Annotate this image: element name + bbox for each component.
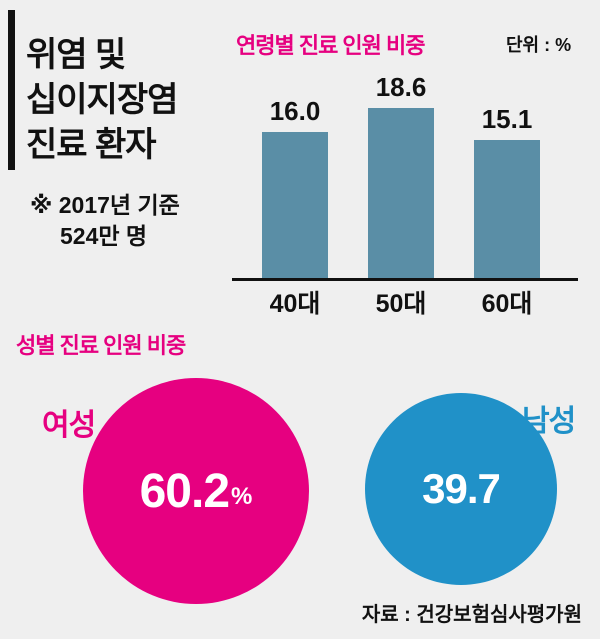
bar-chart-title: 연령별 진료 인원 비중 (236, 33, 425, 58)
bar-60s (474, 140, 540, 278)
bar-value-label-50s: 18.6 (375, 72, 427, 102)
source-credit: 자료 : 건강보험심사평가원 (361, 604, 582, 626)
x-axis-label-60s: 60대 (481, 290, 533, 318)
reference-note-line-1: ※ 2017년 기준 (30, 192, 180, 218)
female-percent-sign: % (231, 483, 253, 510)
page-title-line-3: 진료 환자 (26, 125, 157, 164)
bar-40s (262, 131, 328, 278)
x-axis-label-40s: 40대 (269, 290, 321, 318)
page-title: 위염 및 십이지장염 진료 환자 (26, 33, 178, 168)
page-title-line-2: 십이지장염 (26, 80, 178, 119)
reference-note: ※ 2017년 기준 524만 명 (30, 190, 180, 252)
male-circle: 39.7 (365, 393, 557, 585)
bar-group-50s: 18.6 (368, 72, 434, 278)
left-accent-bar (8, 10, 15, 170)
bar-value-label-60s: 15.1 (481, 104, 533, 134)
bar-chart-unit-label: 단위 : % (506, 35, 572, 55)
bar-value-label-40s: 16.0 (269, 95, 321, 126)
female-label: 여성 (42, 409, 96, 442)
female-value: 60.2 (139, 464, 230, 518)
bar-group-40s: 16.0 (262, 96, 328, 278)
bar-group-60s: 15.1 (474, 104, 540, 278)
bar-50s (368, 108, 434, 278)
reference-note-line-2: 524만 명 (60, 223, 148, 250)
bar-plot-area: 16.0 18.6 15.1 (232, 60, 578, 281)
gender-section-title: 성별 진료 인원 비중 (16, 333, 186, 358)
x-axis-label-50s: 50대 (375, 290, 427, 318)
male-value: 39.7 (422, 465, 501, 512)
page-title-line-1: 위염 및 (26, 35, 126, 74)
female-circle: 60.2 % (83, 378, 309, 604)
